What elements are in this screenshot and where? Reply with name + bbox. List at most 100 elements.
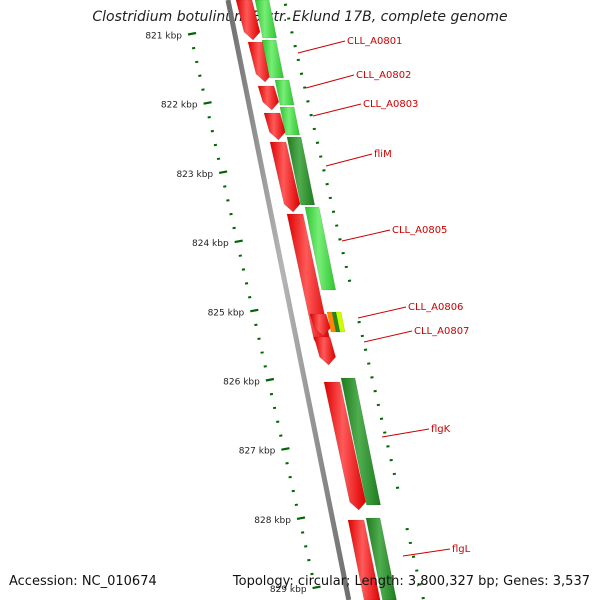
gene-bar-red — [269, 141, 301, 213]
gene-bar-red — [313, 336, 336, 366]
scale-dot — [287, 17, 291, 20]
gene-bar-red — [235, 0, 261, 41]
tick-minor — [191, 46, 196, 50]
tick-label: 825 kbp — [208, 308, 245, 318]
gene-label: CLL_A0806 — [408, 302, 463, 313]
tick-minor — [232, 226, 236, 230]
scale-dot — [338, 238, 342, 241]
tick-major — [312, 585, 321, 590]
scale-dot — [319, 155, 323, 158]
gene-leader-line — [363, 330, 413, 343]
tick-label: 829 kbp — [270, 585, 307, 595]
tick-major — [203, 101, 212, 105]
scale-dot — [370, 376, 374, 379]
tick-minor — [201, 88, 205, 91]
tick-label: 827 kbp — [239, 447, 276, 457]
gene-bar-lightgreen — [274, 79, 295, 106]
gene-leader-line — [357, 306, 407, 319]
tick-label: 822 kbp — [161, 101, 198, 111]
scale-dot — [335, 224, 339, 227]
tick-minor — [223, 185, 227, 188]
tick-minor — [272, 406, 277, 410]
gene-bar-red — [323, 381, 367, 511]
gene-leader-line — [341, 229, 391, 242]
tick-minor — [260, 351, 264, 354]
tick-minor — [226, 199, 230, 202]
scale-dot — [379, 417, 384, 420]
tick-minor — [198, 74, 202, 78]
tick-minor — [210, 129, 214, 133]
gene-leader-line — [305, 74, 355, 89]
tick-minor — [248, 295, 252, 299]
scale-dot — [306, 100, 310, 103]
gene-bar-yellow — [335, 311, 346, 333]
gene-leader-line — [402, 548, 451, 557]
backbone-line — [225, 0, 352, 600]
scale-dot — [283, 3, 288, 6]
gene-leader-line — [325, 153, 373, 167]
scale-dot — [408, 541, 413, 545]
scale-dot — [312, 127, 316, 131]
scale-dot — [367, 362, 371, 365]
gene-leader-line — [312, 103, 362, 117]
tick-label: 824 kbp — [192, 239, 229, 249]
tick-minor — [279, 434, 283, 437]
tick-minor — [254, 323, 258, 327]
scale-dot — [296, 58, 300, 62]
scale-dot — [344, 265, 348, 269]
gene-label: CLL_A0803 — [363, 99, 418, 110]
tick-minor — [257, 337, 261, 340]
gene-label: CLL_A0807 — [414, 326, 469, 337]
tick-label: 821 kbp — [145, 32, 182, 42]
tick-major — [281, 447, 290, 451]
scale-dot — [357, 320, 361, 324]
scale-dot — [421, 596, 425, 600]
scale-dot — [411, 555, 416, 558]
tick-minor — [269, 392, 274, 396]
scale-dot — [383, 431, 387, 434]
tick-major — [265, 377, 275, 382]
scale-dot — [415, 569, 419, 572]
gene-leader-line — [297, 40, 346, 54]
gene-bar-lightgreen — [279, 106, 301, 136]
gene-bar-green — [286, 136, 316, 206]
gene-leader-line — [381, 428, 430, 438]
gene-bar-red — [257, 85, 280, 111]
gene-bar-red — [347, 519, 381, 600]
tick-minor — [207, 116, 211, 119]
scale-dot — [322, 169, 326, 172]
tick-minor — [276, 420, 280, 424]
tick-minor — [310, 572, 314, 576]
gene-bar-green — [340, 377, 381, 506]
tick-minor — [291, 489, 295, 493]
gene-bar-lightgreen — [304, 206, 337, 291]
tick-minor — [300, 531, 305, 534]
tick-minor — [294, 503, 299, 507]
scale-dot — [386, 445, 390, 448]
scale-dot — [376, 403, 381, 407]
scale-dot — [341, 251, 345, 255]
tick-minor — [238, 254, 242, 257]
scale-dot — [395, 486, 400, 489]
scale-dot — [325, 182, 329, 186]
tick-minor — [244, 282, 249, 285]
gene-label: flgK — [431, 424, 451, 435]
scale-dot — [347, 279, 352, 282]
gene-bar-lightgreen — [261, 39, 285, 79]
scale-dot — [328, 196, 332, 200]
scale-dot — [363, 348, 368, 351]
tick-minor — [304, 545, 308, 548]
tick-major — [250, 308, 259, 313]
scale-dot — [405, 527, 409, 531]
accession-label: Accession: NC_010674 — [9, 574, 157, 589]
gene-bar-red — [263, 112, 286, 141]
scale-dot — [389, 458, 393, 462]
scale-dot — [309, 113, 313, 117]
scale-dot — [373, 389, 377, 393]
tick-minor — [213, 143, 218, 147]
tick-minor — [216, 157, 221, 161]
tick-major — [187, 31, 197, 36]
tick-label: 828 kbp — [254, 516, 291, 526]
tick-major — [296, 516, 306, 520]
gene-bar-green — [365, 517, 397, 600]
